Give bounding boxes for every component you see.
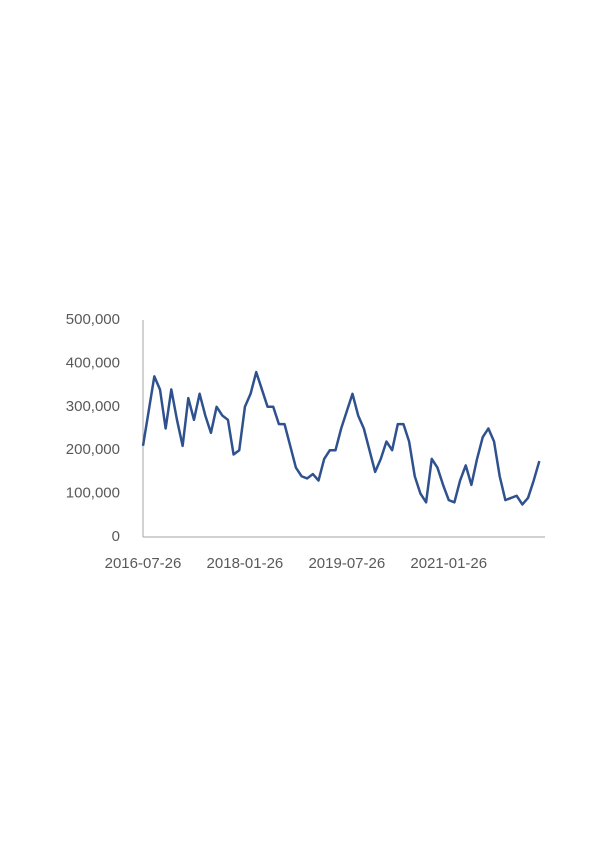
y-tick-label: 200,000	[66, 441, 120, 458]
data-line	[141, 370, 541, 506]
y-tick-label: 0	[112, 528, 120, 545]
y-tick-label: 400,000	[66, 354, 120, 371]
y-tick-label: 500,000	[66, 311, 120, 328]
x-tick-label: 2018-01-26	[207, 555, 284, 572]
y-tick-label: 100,000	[66, 485, 120, 502]
x-tick-label: 2021-01-26	[410, 555, 487, 572]
x-tick-label: 2019-07-26	[308, 555, 385, 572]
x-tick-label: 2016-07-26	[105, 555, 182, 572]
y-tick-label: 300,000	[66, 398, 120, 415]
